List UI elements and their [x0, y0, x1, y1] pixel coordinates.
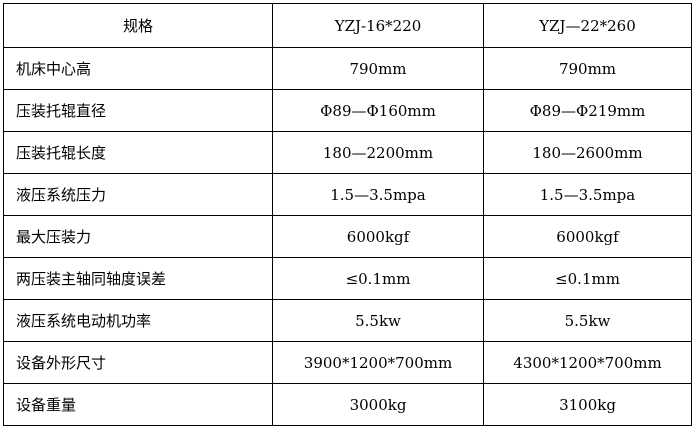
model-1-column-header: YZJ-16*220 [272, 3, 484, 48]
table-row: 液压系统电动机功率 5.5kw 5.5kw [3, 299, 692, 342]
value-cell: 790mm [483, 47, 692, 90]
value-cell: Φ89—Φ219mm [483, 89, 692, 132]
table-row: 最大压装力 6000kgf 6000kgf [3, 215, 692, 258]
row-label-motor-power: 液压系统电动机功率 [3, 299, 273, 342]
row-label-machine-center-height: 机床中心高 [3, 47, 273, 90]
table-header-row: 规格 YZJ-16*220 YZJ—22*260 [3, 3, 692, 48]
value-cell: 3100kg [483, 383, 692, 426]
table-row: 设备重量 3000kg 3100kg [3, 383, 692, 426]
table-row: 压装托辊直径 Φ89—Φ160mm Φ89—Φ219mm [3, 89, 692, 132]
value-cell: Φ89—Φ160mm [272, 89, 484, 132]
value-cell: 5.5kw [483, 299, 692, 342]
table-row: 两压装主轴同轴度误差 ≤0.1mm ≤0.1mm [3, 257, 692, 300]
table-row: 压装托辊长度 180—2200mm 180—2600mm [3, 131, 692, 174]
value-cell: 3000kg [272, 383, 484, 426]
value-cell: 6000kgf [272, 215, 484, 258]
value-cell: ≤0.1mm [272, 257, 484, 300]
value-cell: 180—2600mm [483, 131, 692, 174]
row-label-hydraulic-pressure: 液压系统压力 [3, 173, 273, 216]
row-label-overall-dimensions: 设备外形尺寸 [3, 341, 273, 384]
row-label-max-press-force: 最大压装力 [3, 215, 273, 258]
value-cell: 5.5kw [272, 299, 484, 342]
value-cell: ≤0.1mm [483, 257, 692, 300]
value-cell: 1.5—3.5mpa [483, 173, 692, 216]
row-label-roller-length: 压装托辊长度 [3, 131, 273, 174]
table-row: 机床中心高 790mm 790mm [3, 47, 692, 90]
value-cell: 4300*1200*700mm [483, 341, 692, 384]
spec-column-header: 规格 [3, 3, 273, 48]
row-label-coaxiality-error: 两压装主轴同轴度误差 [3, 257, 273, 300]
table-row: 液压系统压力 1.5—3.5mpa 1.5—3.5mpa [3, 173, 692, 216]
value-cell: 1.5—3.5mpa [272, 173, 484, 216]
value-cell: 6000kgf [483, 215, 692, 258]
spec-table: 规格 YZJ-16*220 YZJ—22*260 机床中心高 790mm 790… [3, 3, 692, 426]
row-label-equipment-weight: 设备重量 [3, 383, 273, 426]
value-cell: 3900*1200*700mm [272, 341, 484, 384]
model-2-column-header: YZJ—22*260 [483, 3, 692, 48]
table-row: 设备外形尺寸 3900*1200*700mm 4300*1200*700mm [3, 341, 692, 384]
value-cell: 790mm [272, 47, 484, 90]
row-label-roller-diameter: 压装托辊直径 [3, 89, 273, 132]
value-cell: 180—2200mm [272, 131, 484, 174]
